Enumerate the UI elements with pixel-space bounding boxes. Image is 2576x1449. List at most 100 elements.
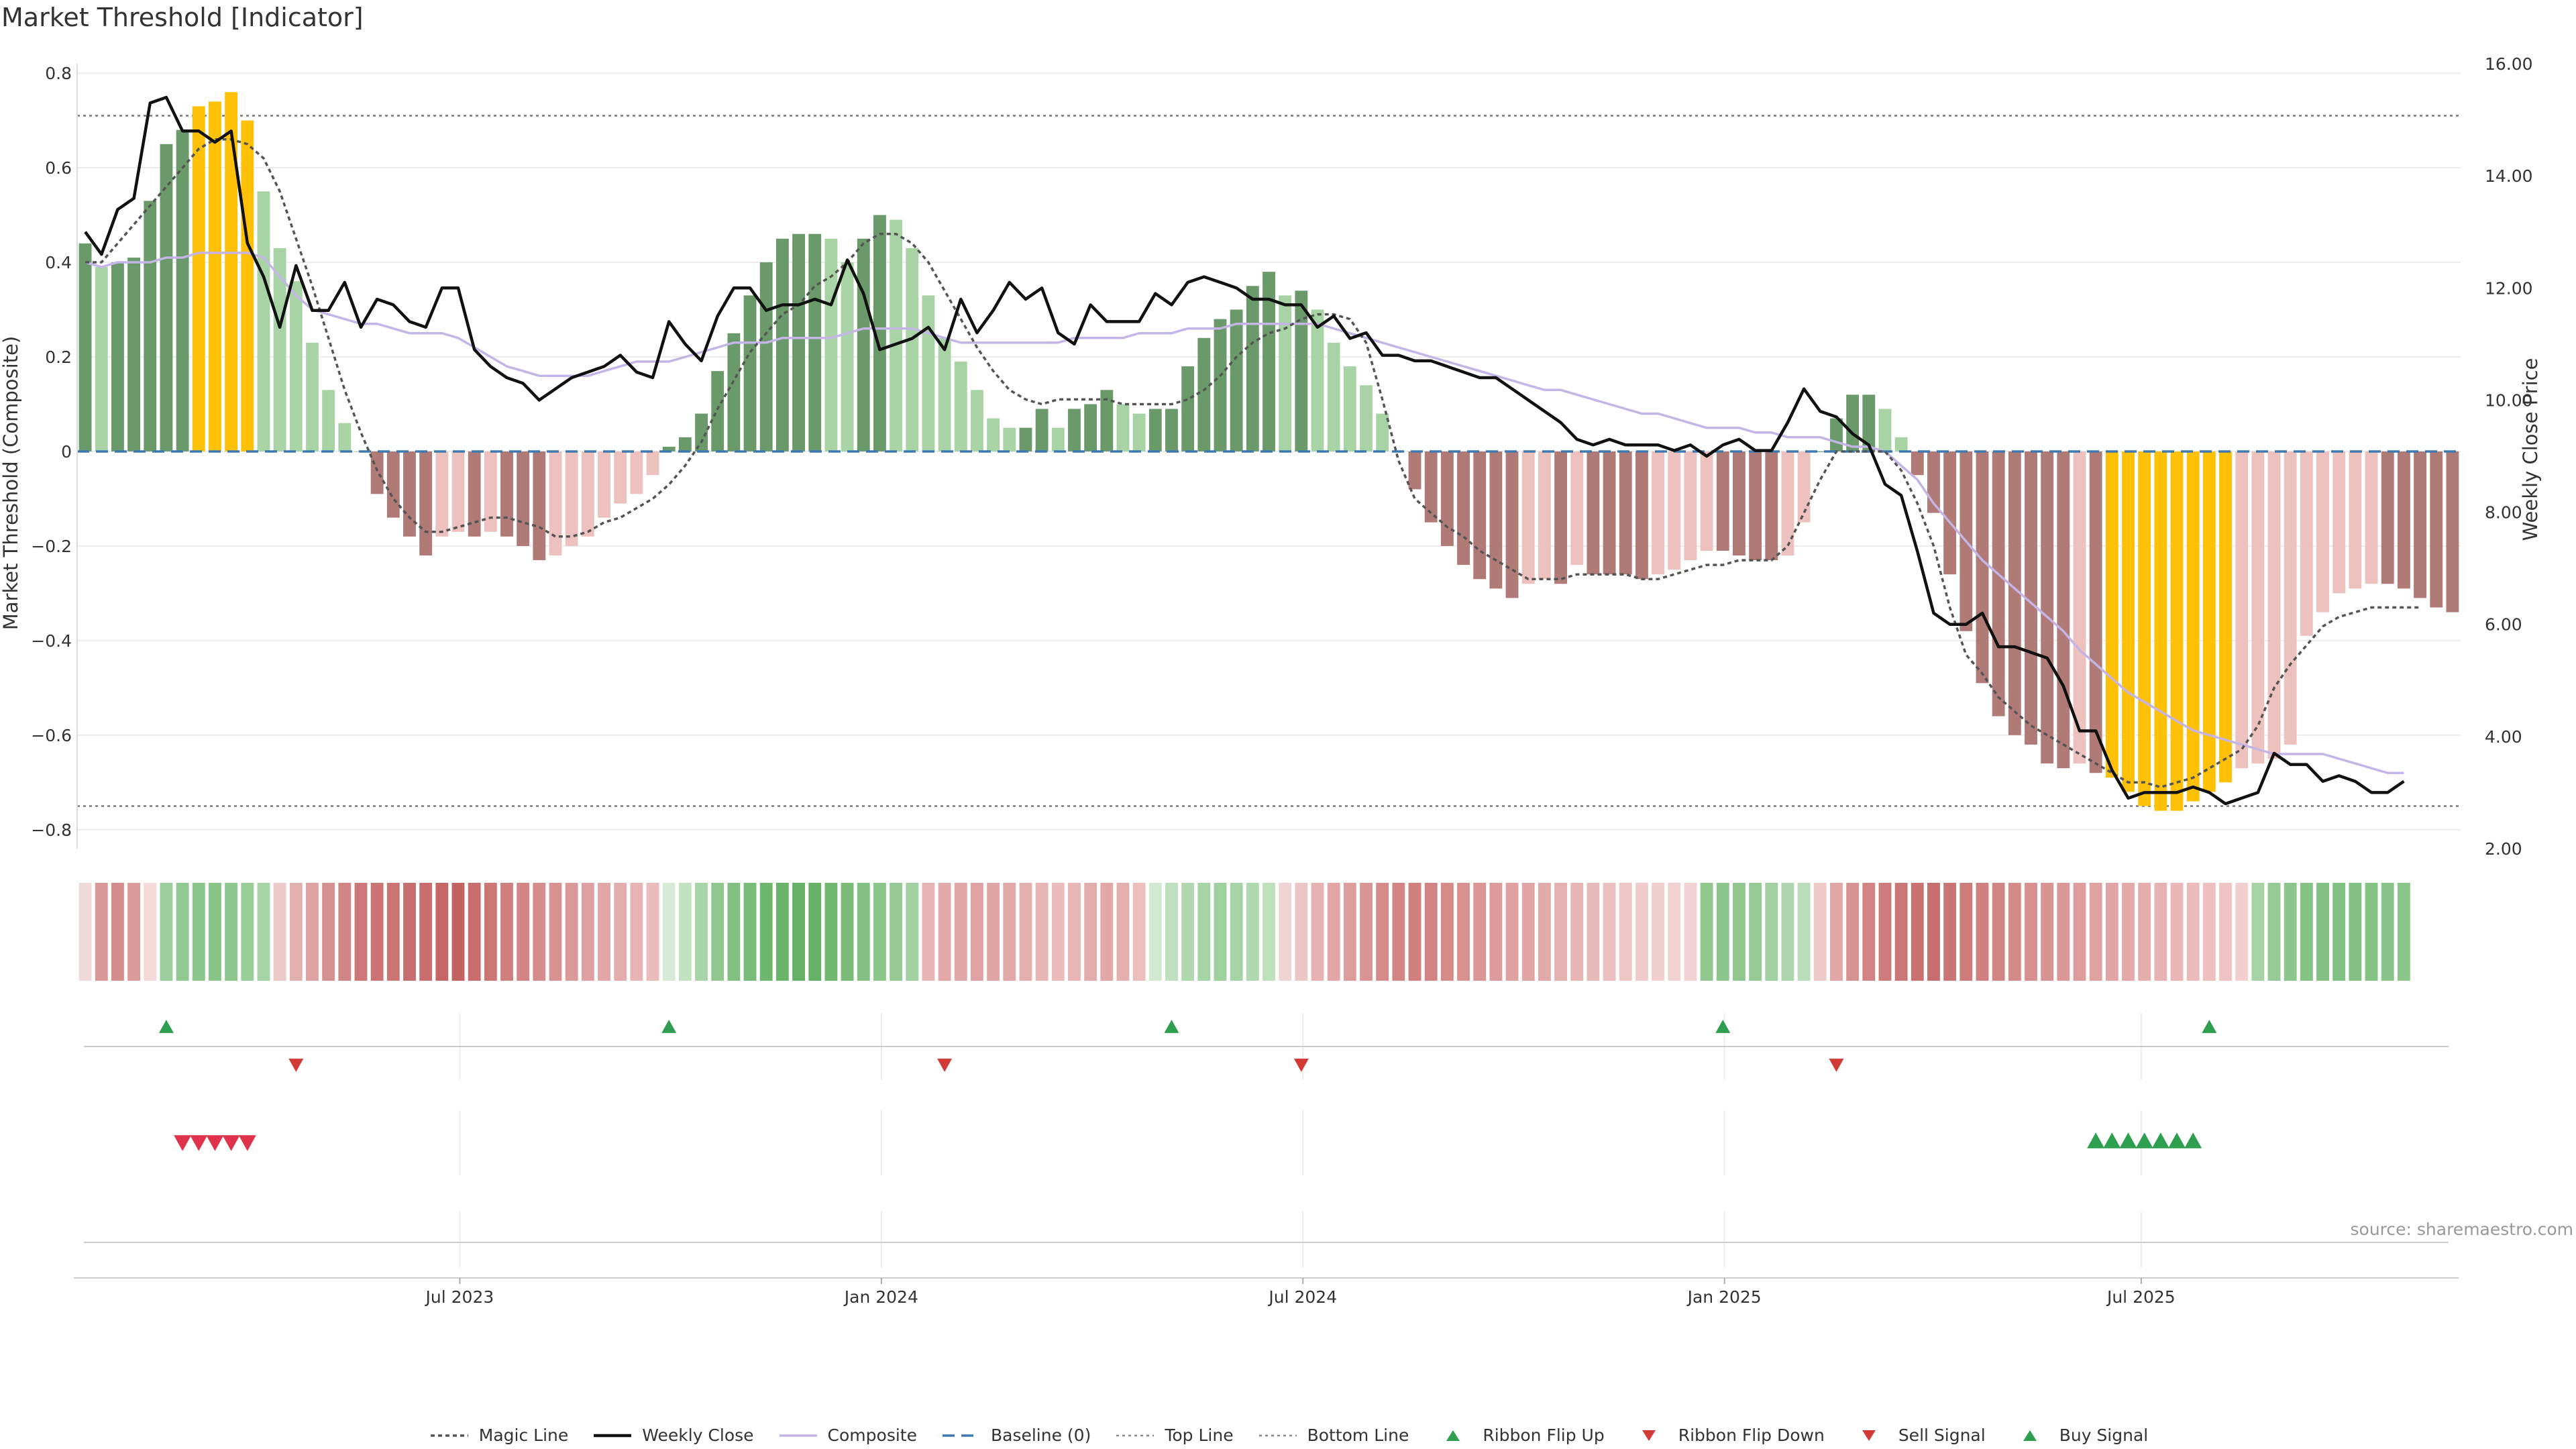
ribbon-cell bbox=[1263, 883, 1275, 981]
composite-bar bbox=[2267, 451, 2281, 759]
composite-bar bbox=[1424, 451, 1438, 523]
ribbon-cell bbox=[403, 883, 416, 981]
ribbon-cell bbox=[1538, 883, 1551, 981]
triangle-up-green-icon bbox=[2008, 1428, 2051, 1444]
dotted-line-dark-icon bbox=[428, 1428, 471, 1444]
y-left-tick-label: 0.4 bbox=[45, 253, 72, 272]
composite-bar bbox=[1554, 451, 1567, 584]
ribbon-cell bbox=[1894, 883, 1908, 981]
dotted-line-grey-icon bbox=[1114, 1428, 1157, 1444]
ribbon-cell bbox=[1181, 883, 1195, 981]
y-left-tick-label: 0.6 bbox=[45, 158, 72, 178]
ribbon-cell bbox=[111, 883, 124, 981]
composite-bar bbox=[1976, 451, 1989, 684]
ribbon-cell bbox=[1003, 883, 1016, 981]
solid-line-black-icon bbox=[591, 1428, 634, 1444]
ribbon-cell bbox=[1505, 883, 1519, 981]
ribbon-cell bbox=[1554, 883, 1567, 981]
composite-bar bbox=[1992, 451, 2005, 716]
ribbon-cell bbox=[78, 883, 92, 981]
composite-bar bbox=[322, 390, 335, 451]
triangle-up-green-icon bbox=[1432, 1428, 1474, 1444]
ribbon-cell bbox=[1408, 883, 1421, 981]
ribbon-cell bbox=[354, 883, 368, 981]
ribbon-cell bbox=[2105, 883, 2118, 981]
composite-bar bbox=[95, 267, 108, 451]
ribbon-cell bbox=[468, 883, 481, 981]
ribbon-cell bbox=[1684, 883, 1697, 981]
ribbon-cell bbox=[938, 883, 951, 981]
buy-signal-marker bbox=[2103, 1132, 2121, 1148]
y-right-tick-label: 6.00 bbox=[2485, 615, 2522, 635]
composite-bar bbox=[1279, 295, 1292, 451]
composite-bar bbox=[598, 451, 610, 518]
dotted-line-grey-icon bbox=[1256, 1428, 1299, 1444]
ribbon-cell bbox=[1051, 883, 1065, 981]
composite-bar bbox=[2414, 451, 2427, 598]
composite-bar bbox=[1700, 451, 1713, 551]
composite-bar bbox=[954, 362, 967, 451]
composite-bar bbox=[2381, 451, 2394, 584]
sell-signal-marker bbox=[238, 1135, 256, 1151]
ribbon-cell bbox=[1733, 883, 1746, 981]
ribbon-cell bbox=[1035, 883, 1049, 981]
composite-bar bbox=[743, 295, 757, 451]
ribbon-cell bbox=[2219, 883, 2232, 981]
ribbon-cell bbox=[1376, 883, 1389, 981]
ribbon-cell bbox=[2267, 883, 2281, 981]
composite-bar bbox=[370, 451, 384, 494]
composite-bar bbox=[2186, 451, 2200, 802]
ribbon-cell bbox=[1862, 883, 1876, 981]
y-left-tick-label: −0.2 bbox=[31, 537, 72, 556]
composite-bar bbox=[971, 390, 983, 451]
composite-bar bbox=[1603, 451, 1616, 575]
composite-bar bbox=[111, 262, 124, 451]
buy-signal-marker bbox=[2119, 1132, 2137, 1148]
ribbon-cell bbox=[971, 883, 983, 981]
composite-bar bbox=[2251, 451, 2265, 764]
ribbon-cell bbox=[2041, 883, 2054, 981]
composite-bar bbox=[127, 257, 141, 451]
composite-bar bbox=[662, 446, 676, 451]
composite-bars bbox=[78, 92, 2459, 811]
composite-bar bbox=[759, 262, 773, 451]
composite-bar bbox=[792, 233, 805, 451]
composite-bar bbox=[1846, 394, 1860, 451]
ribbon-cell bbox=[289, 883, 303, 981]
ribbon-flip-up-marker bbox=[661, 1020, 677, 1033]
composite-bar bbox=[1878, 409, 1892, 451]
ribbon-cell bbox=[614, 883, 627, 981]
composite-bar bbox=[646, 451, 659, 476]
sell-signal-marker bbox=[222, 1135, 240, 1151]
legend-item: Ribbon Flip Up bbox=[1432, 1426, 1605, 1445]
composite-bar bbox=[1295, 290, 1308, 451]
ribbon-cell bbox=[273, 883, 286, 981]
composite-bar bbox=[192, 106, 205, 451]
ribbon-cell bbox=[500, 883, 513, 981]
composite-bar bbox=[273, 248, 286, 451]
ribbon-cell bbox=[598, 883, 610, 981]
composite-bar bbox=[2300, 451, 2313, 636]
ribbon-flip-up-marker bbox=[1715, 1020, 1731, 1033]
legend-item: Baseline (0) bbox=[940, 1426, 1091, 1445]
ribbon-cell bbox=[370, 883, 384, 981]
composite-bar bbox=[1246, 286, 1259, 451]
composite-bar bbox=[1619, 451, 1632, 575]
composite-bar bbox=[1148, 409, 1162, 451]
ribbon-flip-down-marker bbox=[1829, 1059, 1844, 1072]
ribbon-cell bbox=[1619, 883, 1632, 981]
ribbon-cell bbox=[1960, 883, 1973, 981]
ribbon-cell bbox=[1246, 883, 1259, 981]
ribbon-cell bbox=[241, 883, 254, 981]
composite-bar bbox=[1230, 309, 1243, 451]
x-axis: Jul 2023 Jan 2024 Jul 2024 Jan 2025 Jul 2025 bbox=[74, 1277, 2459, 1307]
composite-bar bbox=[2284, 451, 2297, 745]
composite-bar bbox=[1668, 451, 1681, 570]
legend-label: Ribbon Flip Up bbox=[1483, 1426, 1605, 1445]
composite-bar bbox=[2057, 451, 2070, 769]
composite-bar bbox=[1538, 451, 1551, 580]
ribbon-cell bbox=[1311, 883, 1324, 981]
legend-label: Baseline (0) bbox=[990, 1426, 1091, 1445]
composite-bar bbox=[1408, 451, 1421, 490]
composite-bar bbox=[2170, 451, 2184, 811]
